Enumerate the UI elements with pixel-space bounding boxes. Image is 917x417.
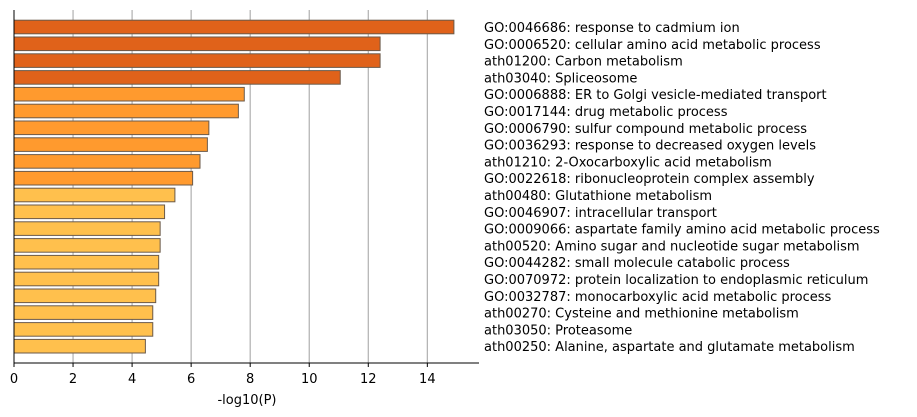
- bar: [13, 271, 160, 287]
- bar: [13, 120, 210, 136]
- bar: [13, 322, 154, 337]
- bar: [13, 221, 161, 236]
- x-tick-label: 10: [301, 372, 318, 387]
- bar: [13, 70, 341, 85]
- bars: [13, 19, 455, 354]
- bar: [13, 53, 381, 68]
- category-label: ath00250: Alanine, aspartate and glutama…: [484, 340, 855, 355]
- category-label: ath00270: Cysteine and methionine metabo…: [484, 307, 799, 322]
- bar: [13, 288, 157, 304]
- category-label: GO:0046907: intracellular transport: [484, 206, 717, 221]
- category-label: GO:0009066: aspartate family amino acid …: [484, 223, 880, 238]
- bar: [13, 103, 239, 119]
- bar: [13, 254, 160, 270]
- category-label: ath03050: Proteasome: [484, 323, 632, 338]
- axes: [13, 10, 479, 364]
- grid-lines: [72, 10, 428, 363]
- bar: [13, 305, 154, 320]
- category-labels: GO:0046686: response to cadmium ion GO:00…: [484, 21, 880, 355]
- category-label: GO:0070972: protein localization to endo…: [484, 273, 868, 288]
- x-tick-label: 4: [128, 372, 136, 387]
- category-label: GO:0044282: small molecule catabolic pro…: [484, 256, 790, 271]
- bar: [13, 137, 208, 152]
- bar: [13, 338, 146, 354]
- category-label: GO:0022618: ribonucleoprotein complex as…: [484, 172, 815, 187]
- x-tick-label: 8: [246, 372, 254, 387]
- category-label: GO:0006790: sulfur compound metabolic pr…: [484, 122, 807, 137]
- category-label: ath01200: Carbon metabolism: [484, 55, 683, 70]
- x-axis-label: -log10(P): [217, 393, 276, 408]
- category-label: ath00480: Glutathione metabolism: [484, 189, 712, 204]
- x-tick-label: 6: [187, 372, 195, 387]
- category-label: GO:0032787: monocarboxylic acid metaboli…: [484, 290, 832, 305]
- category-label: GO:0046686: response to cadmium ion: [484, 21, 740, 36]
- bar: [13, 238, 161, 253]
- category-label: ath01210: 2-Oxocarboxylic acid metabolis…: [484, 155, 772, 170]
- x-tick-label: 14: [419, 372, 436, 387]
- x-tick-label: 12: [360, 372, 377, 387]
- category-label: GO:0006520: cellular amino acid metaboli…: [484, 38, 821, 53]
- category-label: ath00520: Amino sugar and nucleotide sug…: [484, 239, 860, 254]
- bar: [13, 36, 381, 52]
- x-tick-label: 0: [10, 372, 18, 387]
- category-label: GO:0036293: response to decreased oxygen…: [484, 139, 816, 154]
- x-tick-label: 2: [69, 372, 77, 387]
- category-label: GO:0017144: drug metabolic process: [484, 105, 728, 120]
- bar: [13, 19, 455, 35]
- bar: [13, 170, 194, 186]
- category-label: GO:0006888: ER to Golgi vesicle-mediated…: [484, 88, 827, 103]
- bar: [13, 204, 166, 220]
- x-ticks: 0 2 4 6 8 10 12 14: [10, 363, 436, 387]
- bar: [13, 187, 176, 203]
- bar: [13, 86, 245, 102]
- category-label: ath03040: Spliceosome: [484, 71, 637, 86]
- bar: [13, 154, 201, 169]
